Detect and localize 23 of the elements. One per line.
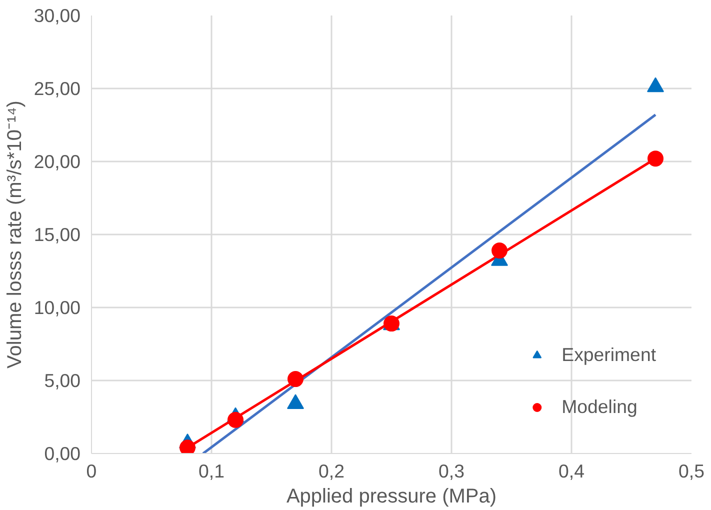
- legend-label: Modeling: [562, 396, 638, 418]
- point: [180, 440, 196, 454]
- y-axis-title: Volume losss rate (m³/s*10⁻¹⁴): [4, 100, 26, 368]
- x-tick-label: 0: [86, 460, 97, 482]
- x-tick-label: 0,5: [678, 460, 704, 482]
- y-tick-label: 0,00: [44, 443, 80, 464]
- x-tick-label: 0,1: [198, 460, 224, 482]
- point: [648, 150, 664, 167]
- y-tick-label: 25,00: [34, 78, 80, 99]
- point: [492, 242, 508, 259]
- y-tick-label: 10,00: [34, 297, 80, 318]
- y-tick-label: 5,00: [44, 370, 80, 391]
- point: [228, 412, 244, 428]
- point: [287, 394, 304, 409]
- y-tick-label: 20,00: [34, 151, 80, 172]
- y-tick-label: 15,00: [34, 224, 80, 245]
- legend-label: Experiment: [562, 344, 656, 366]
- x-tick-label: 0,2: [318, 460, 344, 482]
- x-tick-label: 0,4: [558, 460, 584, 482]
- x-axis-title: Applied pressure (MPa): [286, 486, 497, 508]
- y-tick-label: 30,00: [34, 5, 80, 26]
- point: [288, 371, 304, 388]
- x-tick-label: 0,3: [438, 460, 464, 482]
